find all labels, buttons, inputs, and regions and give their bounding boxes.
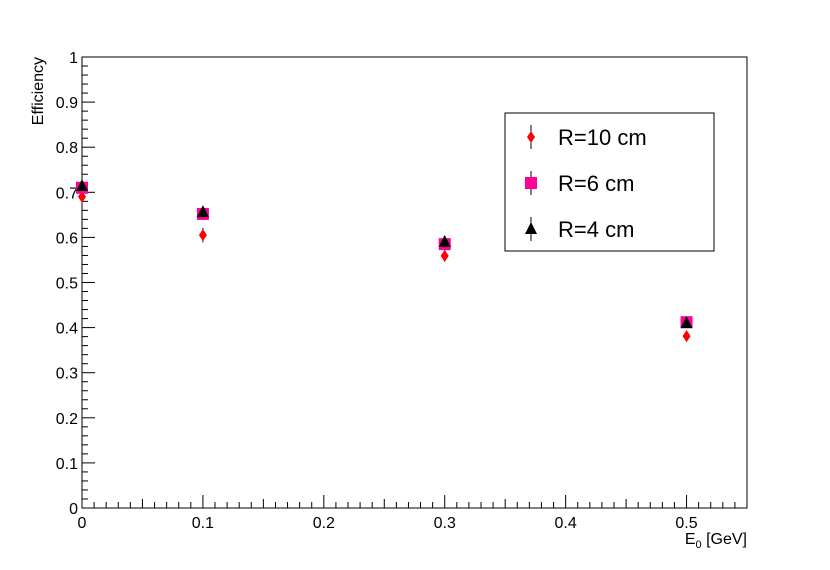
marker-diamond: [78, 190, 86, 203]
x-tick-label: 0.3: [434, 515, 456, 532]
marker-diamond: [198, 229, 207, 242]
x-axis-label: E0 [GeV]: [685, 531, 747, 551]
marker-triangle: [680, 316, 693, 329]
y-tick-label: 0.8: [56, 140, 78, 157]
y-tick-label: 0.5: [56, 276, 78, 293]
legend-label: R=6 cm: [558, 171, 634, 196]
y-tick-label: 0.1: [56, 456, 78, 473]
legend-label: R=4 cm: [558, 217, 634, 242]
legend-marker: [525, 222, 537, 234]
x-label-sub: 0: [696, 539, 702, 551]
legend-label: R=10 cm: [558, 125, 647, 150]
x-tick-label: 0: [78, 515, 87, 532]
legend-marker: [527, 131, 535, 143]
y-tick-label: 0: [69, 501, 78, 518]
marker-triangle: [196, 205, 209, 218]
y-axis-label: Efficiency: [30, 57, 47, 125]
y-tick-label: 0.2: [56, 411, 78, 428]
x-tick-label: 0.2: [313, 515, 335, 532]
marker-triangle: [76, 178, 88, 191]
x-label-part: E: [685, 531, 696, 548]
x-tick-label: 0.1: [192, 515, 214, 532]
y-tick-label: 0.7: [56, 185, 78, 202]
marker-diamond: [682, 330, 691, 343]
legend-marker: [525, 177, 537, 189]
marker-diamond: [440, 249, 449, 262]
legend-box: [504, 112, 715, 252]
y-tick-label: 0.9: [56, 95, 78, 112]
y-tick-label: 0.6: [56, 230, 78, 247]
y-tick-label: 0.3: [56, 366, 78, 383]
x-label-part: [GeV]: [702, 531, 747, 548]
x-tick-label: 0.4: [555, 515, 577, 532]
y-tick-label: 0.4: [56, 321, 78, 338]
marker-triangle: [438, 234, 451, 247]
y-tick-label: 1: [69, 50, 78, 67]
x-tick-label: 0.5: [675, 515, 697, 532]
